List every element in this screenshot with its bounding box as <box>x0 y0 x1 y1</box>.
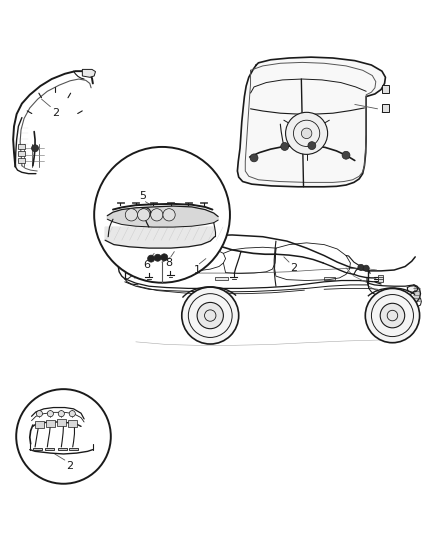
Circle shape <box>163 209 175 221</box>
Circle shape <box>16 389 111 484</box>
Circle shape <box>197 302 223 329</box>
Circle shape <box>47 410 53 417</box>
Polygon shape <box>378 275 383 279</box>
Circle shape <box>363 265 369 271</box>
Circle shape <box>151 209 163 221</box>
Polygon shape <box>107 206 218 227</box>
Text: 5: 5 <box>139 191 146 201</box>
Circle shape <box>250 154 258 162</box>
Polygon shape <box>57 419 66 426</box>
Polygon shape <box>324 278 335 280</box>
Circle shape <box>32 145 39 152</box>
Circle shape <box>301 128 312 139</box>
Text: 3: 3 <box>380 104 387 115</box>
Polygon shape <box>382 85 389 93</box>
Text: 6: 6 <box>144 260 151 270</box>
Circle shape <box>182 287 239 344</box>
Text: 1: 1 <box>194 265 201 275</box>
Circle shape <box>69 410 75 417</box>
Polygon shape <box>35 421 44 427</box>
Polygon shape <box>58 448 67 449</box>
Polygon shape <box>46 420 55 427</box>
Circle shape <box>286 112 328 155</box>
Circle shape <box>36 410 42 417</box>
Polygon shape <box>33 448 42 449</box>
Polygon shape <box>82 69 95 77</box>
Polygon shape <box>68 420 77 427</box>
Polygon shape <box>105 227 215 248</box>
Circle shape <box>308 142 316 150</box>
Polygon shape <box>237 57 385 187</box>
Circle shape <box>125 209 138 221</box>
Text: 2: 2 <box>52 108 59 118</box>
Polygon shape <box>382 103 389 112</box>
Polygon shape <box>45 448 54 449</box>
Text: 2: 2 <box>67 462 74 471</box>
Polygon shape <box>407 286 418 292</box>
Circle shape <box>154 254 161 261</box>
Polygon shape <box>18 158 25 163</box>
Polygon shape <box>378 277 383 280</box>
Circle shape <box>365 288 420 343</box>
Circle shape <box>380 303 405 328</box>
Polygon shape <box>69 448 78 449</box>
Circle shape <box>148 255 155 262</box>
Polygon shape <box>18 144 25 149</box>
Circle shape <box>138 209 150 221</box>
Circle shape <box>94 147 230 282</box>
Polygon shape <box>18 151 25 156</box>
Circle shape <box>161 254 168 261</box>
Circle shape <box>358 264 364 270</box>
Circle shape <box>342 151 350 159</box>
Polygon shape <box>378 279 383 282</box>
Text: 2: 2 <box>290 263 297 273</box>
Text: 8: 8 <box>165 258 172 268</box>
Circle shape <box>281 142 289 150</box>
Polygon shape <box>215 278 228 280</box>
Circle shape <box>58 410 64 417</box>
